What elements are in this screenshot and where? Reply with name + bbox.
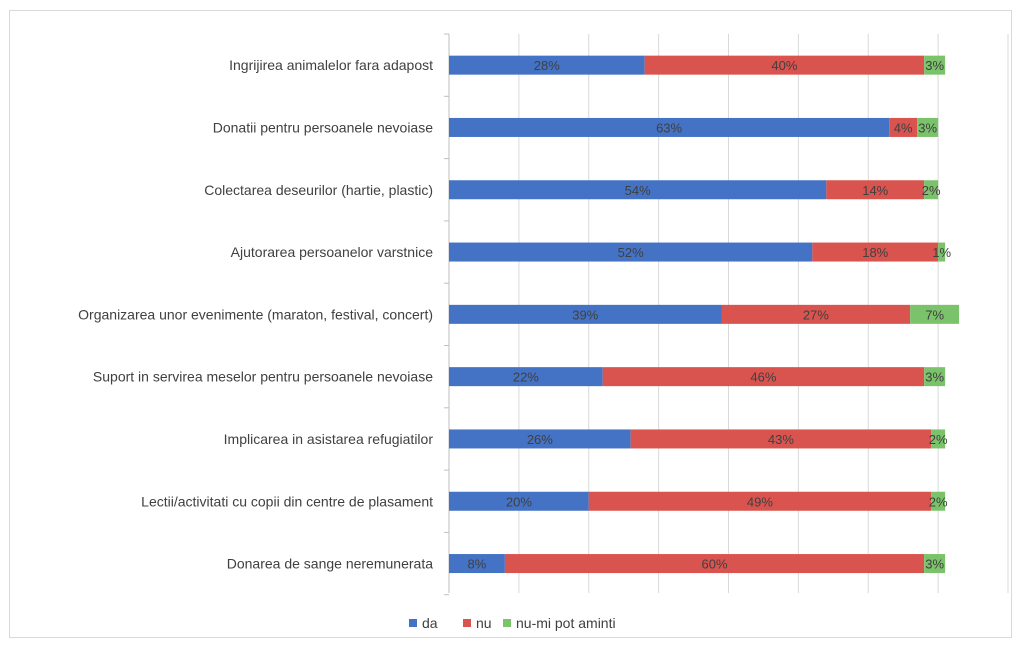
- bar-segment-nu: [721, 304, 911, 324]
- bar-segment-nu: [588, 491, 932, 511]
- data-label: 2%: [929, 494, 948, 509]
- data-label: 18%: [862, 245, 888, 260]
- bar-segment-da: [449, 554, 505, 574]
- category-label: Ingrijirea animalelor fara adapost: [229, 57, 433, 73]
- legend-swatch: [503, 619, 511, 627]
- data-label: 22%: [513, 370, 539, 385]
- bar-segment-nu: [630, 429, 932, 449]
- bar-segment-nu: [826, 180, 925, 200]
- data-label: 26%: [527, 432, 553, 447]
- data-label: 3%: [918, 120, 937, 135]
- bar-segment-nu: [812, 242, 939, 262]
- category-label: Donarea de sange neremunerata: [227, 556, 433, 572]
- category-label: Colectarea deseurilor (hartie, plastic): [204, 182, 433, 198]
- category-label: Organizarea unor evenimente (maraton, fe…: [78, 306, 433, 322]
- bar-segment-da: [449, 242, 813, 262]
- category-labels: Ingrijirea animalelor fara adapost Donati…: [78, 57, 433, 571]
- data-label: 46%: [750, 370, 776, 385]
- legend-label: nu: [476, 615, 492, 631]
- data-label: 7%: [925, 307, 944, 322]
- chart-frame: [9, 10, 1012, 638]
- data-label: 40%: [771, 58, 797, 73]
- data-label: 49%: [747, 494, 773, 509]
- bar-segment-nu: [889, 117, 918, 137]
- data-label: 2%: [929, 432, 948, 447]
- bar-segment-da: [449, 55, 645, 75]
- category-label: Lectii/activitati cu copii din centre de…: [141, 493, 433, 509]
- data-label: 27%: [803, 307, 829, 322]
- data-label: 39%: [572, 307, 598, 322]
- bar-segment-nu: [602, 367, 925, 387]
- category-label: Donatii pentru persoanele nevoiase: [213, 119, 433, 135]
- data-label: 52%: [618, 245, 644, 260]
- data-label: 2%: [922, 183, 941, 198]
- bar-segment-nu-mi-pot-aminti: [938, 242, 946, 262]
- bar-segment-nu: [644, 55, 925, 75]
- bar-segment-da: [449, 304, 722, 324]
- bar-segment-nu-mi-pot-aminti: [931, 491, 946, 511]
- bar-segment-nu-mi-pot-aminti: [910, 304, 960, 324]
- data-labels: 28% 40% 3% 63% 4% 3% 54% 14% 2% 52% 18% 1% 39% 27% 7% 2…: [468, 58, 952, 571]
- bar-segment-da: [449, 117, 890, 137]
- category-label: Implicarea in asistarea refugiatilor: [224, 431, 434, 447]
- bar-segment-da: [449, 367, 603, 387]
- bars: [449, 55, 960, 574]
- data-label: 63%: [656, 120, 682, 135]
- data-label: 60%: [702, 557, 728, 572]
- data-label: 54%: [625, 183, 651, 198]
- bar-segment-nu-mi-pot-aminti: [924, 554, 946, 574]
- bar-segment-da: [449, 429, 631, 449]
- legend: da nu nu-mi pot aminti: [409, 615, 616, 631]
- data-label: 14%: [862, 183, 888, 198]
- data-label: 8%: [468, 557, 487, 572]
- bar-segment-da: [449, 180, 827, 200]
- legend-label: nu-mi pot aminti: [516, 615, 616, 631]
- bar-segment-nu-mi-pot-aminti: [924, 367, 946, 387]
- data-label: 3%: [925, 557, 944, 572]
- bar-segment-nu-mi-pot-aminti: [924, 55, 946, 75]
- bar-segment-nu-mi-pot-aminti: [931, 429, 946, 449]
- data-label: 20%: [506, 494, 532, 509]
- category-label: Suport in servirea meselor pentru persoa…: [93, 369, 433, 385]
- legend-swatch: [409, 619, 417, 627]
- legend-swatch: [463, 619, 471, 627]
- data-label: 1%: [932, 245, 951, 260]
- bar-segment-nu: [504, 554, 925, 574]
- data-label: 3%: [925, 370, 944, 385]
- data-label: 3%: [925, 58, 944, 73]
- bar-segment-nu-mi-pot-aminti: [924, 180, 939, 200]
- legend-label: da: [422, 615, 438, 631]
- bar-segment-nu-mi-pot-aminti: [917, 117, 939, 137]
- data-label: 43%: [768, 432, 794, 447]
- data-label: 4%: [894, 120, 913, 135]
- bar-segment-da: [449, 491, 589, 511]
- data-label: 28%: [534, 58, 560, 73]
- category-label: Ajutorarea persoanelor varstnice: [231, 244, 434, 260]
